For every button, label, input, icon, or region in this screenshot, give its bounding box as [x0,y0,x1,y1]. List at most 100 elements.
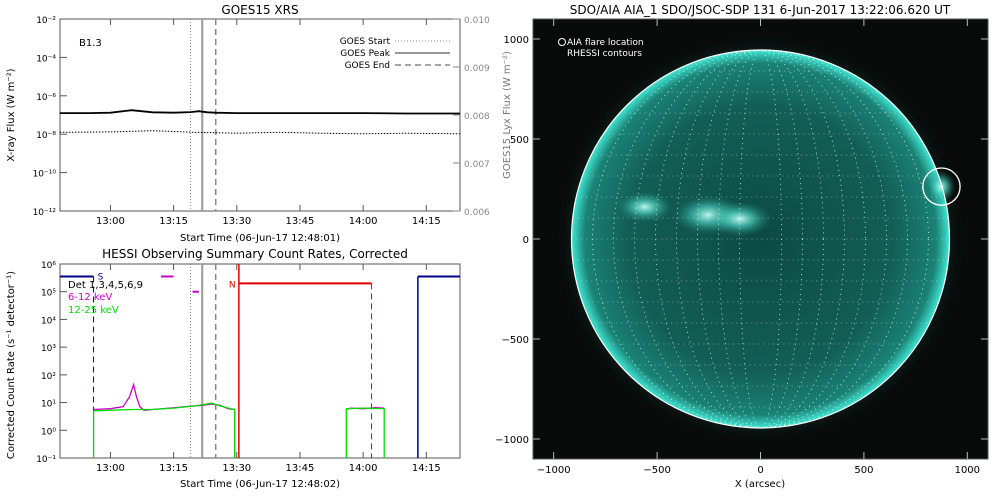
hessi-series [92,382,385,458]
hessi-night-marker: N [229,280,236,290]
goes-y2-tick-label: 0.010 [464,16,490,26]
goes-short-channel-line [59,130,461,135]
hessi-det-label: Det 1,3,4,5,6,9 [68,280,143,291]
aia-y-ticks: 1000 500 0 −500 −1000 [495,35,988,446]
goes-plot-frame [59,18,461,212]
goes-x-ticks: 13:00 13:15 13:30 13:45 14:00 14:15 [96,19,441,227]
goes-y-tick-label: 10⁻² [36,16,56,26]
goes-y-tick-label: 10⁻⁸ [36,131,56,141]
hessi-legend-low: 6-12 keV [68,292,112,303]
goes-panel: GOES15 XRS B1.3 Start Time (06-Jun-17 12… [6,3,513,244]
hessi-plot-frame [59,263,461,459]
hessi-y-tick-label: 10⁻¹ [36,455,56,465]
hessi-x-tick-label: 13:00 [96,463,125,474]
goes-x-tick-label: 13:30 [222,216,251,227]
hessi-x-tick-label: 13:45 [286,463,315,474]
hessi-ylabel: Corrected Count Rate (s⁻¹ detector⁻¹) [6,271,17,459]
aia-grid-longitude [634,49,887,429]
hessi-x-tick-label: 14:00 [349,463,378,474]
aia-x-tick-label: −1000 [537,465,571,476]
aia-xlabel: X (arcsec) [735,479,785,490]
aia-y-tick-label: 500 [510,135,529,146]
goes-ylabel-left: X-ray Flux (W m⁻²) [6,68,17,161]
goes-y-ticks: 10⁻² 10⁻⁴ 10⁻⁶ 10⁻⁸ 10⁻¹⁰ 10⁻¹² [33,16,67,218]
aia-y-tick-label: −1000 [495,435,529,446]
hessi-x-tick-label: 13:30 [222,463,251,474]
aia-grid-longitude [613,49,908,429]
aia-grid-longitude [739,49,782,429]
goes-event-lines [189,19,217,211]
aia-x-tick-label: 500 [854,465,873,476]
aia-flare-brightening [927,170,956,203]
hessi-y-tick-label: 10⁴ [41,316,56,326]
hessi-saa-marker: S [98,272,104,282]
hessi-event-lines [189,264,217,458]
goes-legend: GOES Start GOES Peak GOES End [340,37,450,71]
goes-legend-end: GOES End [345,61,390,71]
hessi-x-ticks: 13:00 13:15 13:30 13:45 14:00 14:15 [96,264,441,474]
aia-x-tick-label: 0 [757,465,763,476]
hessi-legend: Det 1,3,4,5,6,9 6-12 keV 12-25 keV [68,280,143,316]
goes-y-tick-label: 10⁻⁴ [36,54,56,64]
aia-panel: SDO/AIA AIA_1 SDO/JSOC-SDP 131 6-Jun-201… [495,3,989,490]
aia-legend-rhessi: RHESSI contours [567,49,642,59]
goes-y-tick-label: 10⁻⁶ [36,93,56,103]
aia-image [556,34,965,444]
hessi-low-energy-line [93,382,236,458]
hessi-xlabel: Start Time (06-Jun-17 12:48:02) [180,479,340,490]
aia-active-regions [616,170,956,237]
goes-y-tick-label: 10⁻¹² [33,208,57,218]
goes-legend-peak: GOES Peak [340,49,390,59]
hessi-y-tick-label: 10³ [41,344,56,354]
aia-y-tick-label: 1000 [504,35,529,46]
aia-active-region [616,191,673,223]
aia-legend: AIA flare location RHESSI contours [558,38,644,59]
hessi-y-tick-label: 10⁶ [41,261,56,271]
goes-x-tick-label: 14:00 [349,216,378,227]
hessi-title: HESSI Observing Summary Count Rates, Cor… [102,247,408,261]
goes-class-label: B1.3 [79,38,102,49]
hessi-x-tick-label: 13:15 [159,463,188,474]
goes-x-tick-label: 13:45 [286,216,315,227]
aia-flare-circle [922,167,961,206]
goes-y2-tick-label: 0.009 [464,64,490,74]
hessi-panel: HESSI Observing Summary Count Rates, Cor… [6,247,461,490]
goes-y2-tick-label: 0.007 [464,160,490,170]
goes-legend-start: GOES Start [340,37,391,47]
goes-x-tick-label: 14:15 [412,216,441,227]
hessi-legend-high: 12-25 keV [68,305,119,316]
hessi-high-energy-line [345,407,385,458]
aia-limb-circle [570,49,951,429]
hessi-x-tick-label: 14:15 [412,463,441,474]
goes-y2-tick-label: 0.008 [464,112,490,122]
aia-grid-longitude [676,49,845,429]
goes-y-tick-label: 10⁻¹⁰ [33,170,57,180]
goes-x-tick-label: 13:00 [96,216,125,227]
aia-title: SDO/AIA AIA_1 SDO/JSOC-SDP 131 6-Jun-201… [570,3,951,17]
aia-legend-flare: AIA flare location [567,38,644,48]
aia-x-tick-label: 1000 [955,465,980,476]
aia-x-ticks: −1000 −500 0 500 1000 [537,19,980,476]
goes-long-channel-line [59,109,460,115]
goes-ylabel-right: GOES15 Lyx Flux (W m⁻²) [502,51,513,179]
aia-x-tick-label: −500 [643,465,670,476]
hessi-intervals: SN [59,264,460,458]
aia-solar-disk [571,50,950,428]
goes-y2-tick-label: 0.006 [464,208,490,218]
goes-title: GOES15 XRS [221,3,298,17]
hessi-y-tick-label: 10⁰ [41,427,56,437]
aia-legend-flare-swatch [558,38,566,46]
aia-y-tick-label: 0 [523,235,529,246]
goes-series [59,109,461,135]
goes-y2-ticks: 0.010 0.009 0.008 0.007 0.006 [453,16,490,218]
aia-y-tick-label: −500 [502,335,529,346]
hessi-high-energy-line [92,402,236,458]
goes-xlabel: Start Time (06-Jun-17 12:48:01) [180,233,340,244]
hessi-y-ticks: 10⁶ 10⁵ 10⁴ 10³ 10² 10¹ 10⁰ 10⁻¹ [36,261,67,465]
goes-x-tick-label: 13:15 [159,216,188,227]
hessi-y-tick-label: 10¹ [41,400,56,410]
hessi-y-tick-label: 10² [41,372,56,382]
hessi-y-tick-label: 10⁵ [41,289,56,299]
